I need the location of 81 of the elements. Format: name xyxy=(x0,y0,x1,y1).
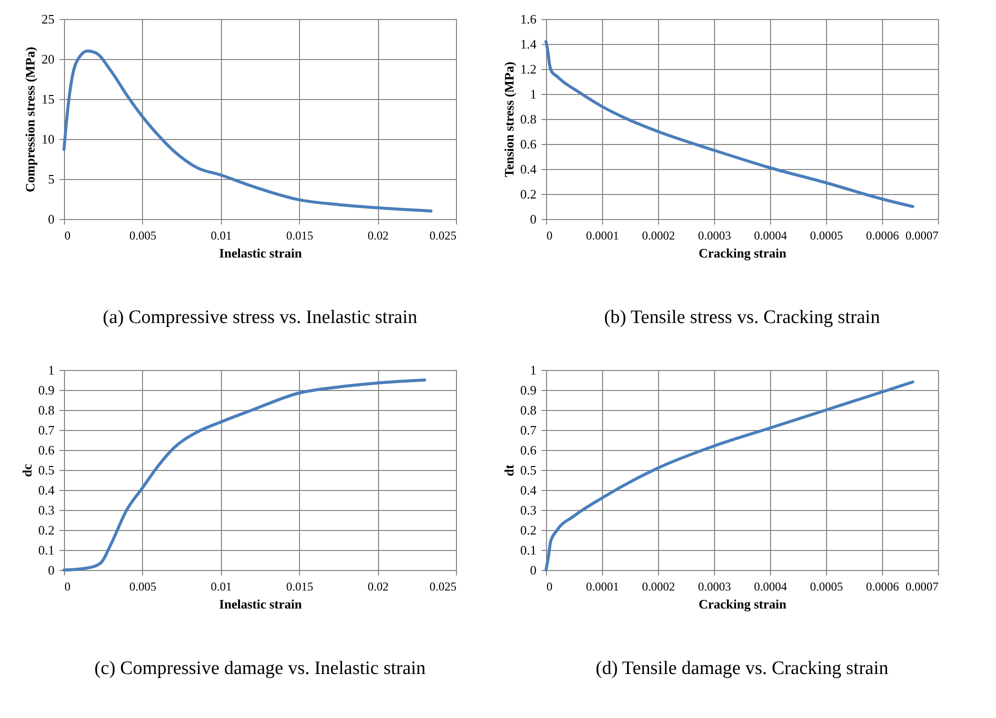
line-series xyxy=(544,380,914,572)
text: (a) Compressive stress vs. Inelastic strain xyxy=(102,307,418,328)
x-tick-label: 0.01 xyxy=(210,228,232,242)
x-axis-title: Cracking strain xyxy=(698,596,788,612)
line-series xyxy=(62,50,432,212)
x-tick-label: 0.02 xyxy=(368,580,389,594)
y-tick-label: 10 xyxy=(42,132,54,146)
y-tick-label: 1 xyxy=(48,362,54,378)
y-axis-title: Tension stress (MPa) xyxy=(501,62,516,178)
y-tick-label: 25 xyxy=(42,12,54,26)
text: (b) Tensile stress vs. Cracking strain xyxy=(604,307,880,328)
x-tick-label: 0 xyxy=(546,228,552,242)
text: (d) Tensile damage vs. Cracking strain xyxy=(596,658,889,679)
y-tick-label: 0.2 xyxy=(38,522,54,538)
y-tick-label: 0.1 xyxy=(38,542,54,558)
y-tick-label: 0.8 xyxy=(38,402,54,418)
y-tick-label: 0.6 xyxy=(38,442,55,458)
x-tick-label: 0.0005 xyxy=(810,580,843,594)
y-tick-label: 0.4 xyxy=(38,482,55,498)
y-tick-label: 1.2 xyxy=(520,62,536,76)
y-tick-label: 0.3 xyxy=(520,502,536,518)
x-tick-label: 0.015 xyxy=(286,580,314,594)
y-tick-label: 0.2 xyxy=(520,186,536,202)
x-tick-label: 0.0005 xyxy=(810,228,843,242)
y-tick-label: 1 xyxy=(530,86,536,102)
x-tick-label: 0.02 xyxy=(368,228,389,242)
x-tick-label: 0.015 xyxy=(286,228,314,242)
y-tick-label: 0.3 xyxy=(38,502,54,518)
x-tick-label: 0.01 xyxy=(210,580,232,594)
y-tick-label: 0 xyxy=(530,212,536,226)
x-tick-label: 0 xyxy=(546,580,552,594)
y-tick-label: 0.2 xyxy=(520,522,536,538)
x-tick-label: 0.0006 xyxy=(866,580,899,594)
x-tick-label: 0.025 xyxy=(430,580,456,594)
y-axis-title: dt xyxy=(501,464,516,476)
y-tick-label: 1.6 xyxy=(520,12,537,26)
y-tick-label: 15 xyxy=(42,92,54,106)
x-tick-label: 0.0003 xyxy=(698,228,731,242)
y-tick-label: 0 xyxy=(48,212,54,226)
y-tick-label: 0.6 xyxy=(520,442,537,458)
y-tick-label: 0.9 xyxy=(520,382,536,398)
x-tick-label: 0 xyxy=(64,228,70,242)
y-tick-label: 0.6 xyxy=(520,136,537,152)
x-axis-title: Inelastic strain xyxy=(219,596,303,612)
y-tick-label: 0 xyxy=(48,562,54,578)
y-tick-label: 1 xyxy=(530,362,536,378)
x-tick-label: 0.0006 xyxy=(866,228,899,242)
x-axis-title: Inelastic strain xyxy=(219,246,303,260)
x-tick-label: 0.0001 xyxy=(586,580,619,594)
x-tick-label: 0.0007 xyxy=(906,580,938,594)
y-tick-label: 0.1 xyxy=(520,542,536,558)
line-series xyxy=(544,40,914,208)
y-tick-label: 0.4 xyxy=(520,162,537,176)
x-tick-label: 0.0002 xyxy=(642,228,675,242)
y-tick-label: 0.4 xyxy=(520,482,537,498)
text: (c) Compressive damage vs. Inelastic strain xyxy=(94,658,426,679)
y-tick-label: 0.8 xyxy=(520,402,536,418)
x-axis-title: Cracking strain xyxy=(698,246,788,260)
y-tick-label: 0.5 xyxy=(38,462,54,478)
y-tick-label: 0.8 xyxy=(520,112,536,126)
x-tick-label: 0.0003 xyxy=(698,580,731,594)
y-tick-label: 0 xyxy=(530,562,536,578)
y-tick-label: 0.7 xyxy=(38,422,55,438)
x-tick-label: 0.005 xyxy=(129,228,156,242)
y-tick-label: 5 xyxy=(48,172,54,186)
x-tick-label: 0.0001 xyxy=(586,228,619,242)
x-tick-label: 0.0004 xyxy=(754,580,787,594)
x-tick-label: 0 xyxy=(64,580,70,594)
x-tick-label: 0.0004 xyxy=(754,228,787,242)
line-series xyxy=(62,378,426,572)
y-axis-title: dc xyxy=(19,464,34,477)
x-tick-label: 0.0007 xyxy=(906,228,938,242)
y-tick-label: 0.5 xyxy=(520,462,536,478)
x-tick-label: 0.0002 xyxy=(642,580,675,594)
y-tick-label: 20 xyxy=(42,52,54,66)
y-tick-label: 1.4 xyxy=(520,36,537,52)
y-tick-label: 0.9 xyxy=(38,382,54,398)
x-tick-label: 0.025 xyxy=(430,228,456,242)
y-tick-label: 0.7 xyxy=(520,422,537,438)
y-axis-title: Compression stress (MPa) xyxy=(22,46,38,192)
x-tick-label: 0.005 xyxy=(129,580,156,594)
